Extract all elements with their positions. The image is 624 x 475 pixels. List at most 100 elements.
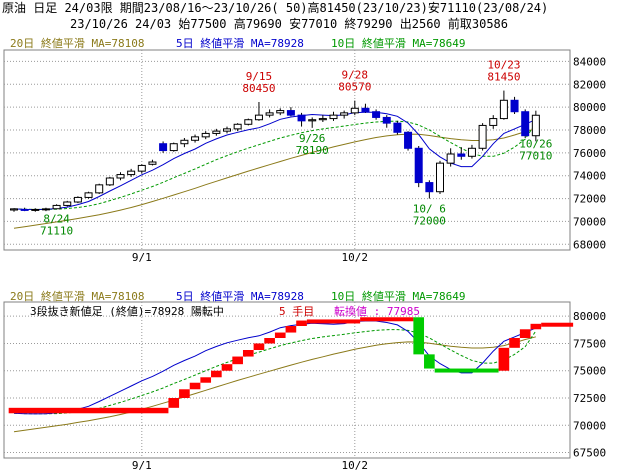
header-line-ohlc: 23/10/26 24/03 始77500 高79690 安77010 終792… [70,17,509,31]
candle-body [361,107,370,113]
brick-up [211,370,222,378]
candle-body [137,164,146,172]
break-panel-y-tick-label: 70000 [573,419,606,432]
price-panel-y-tick-label: 74000 [573,170,606,183]
candle-body [41,208,50,211]
ma20-line-lower [13,336,537,433]
brick-up [360,317,414,322]
candle-body [20,208,29,211]
break-panel-y-tick-label: 77500 [573,337,606,350]
legend-ma5: 5日 終値平滑 MA=78928 [176,36,304,50]
brick-up [168,398,180,408]
candle-body [10,208,18,211]
price-panel-x-tick-label: 9/1 [132,251,152,264]
brick-down [434,368,499,373]
candle-body [95,184,104,194]
candle-body [180,139,189,145]
annotation-value: 81450 [487,71,520,84]
candle-body [233,123,242,130]
candle-body [31,208,40,211]
break-count: 5 手目 [279,304,314,318]
candle-body [244,119,253,125]
brick-up [232,356,243,365]
price-panel-y-tick-label: 78000 [573,124,606,137]
candle-body [489,118,498,126]
annotation-date: 8/24 [43,213,70,226]
price-panel-y-tick-label: 84000 [573,55,606,68]
candle-body [297,114,306,122]
annotation-value: 80450 [242,82,275,95]
candle-body [499,99,508,120]
header-line-period: 原油 日足 24/03限 期間23/08/16～23/10/26( 50)高81… [2,1,549,15]
break-panel-y-tick-label: 75000 [573,365,606,378]
break-info: 3段抜き新値足 (終値)=78928 陽転中 [30,304,224,318]
brick-up [8,407,169,414]
price-panel-x-tick-label: 10/2 [342,251,369,264]
break-panel-y-tick-label: 80000 [573,310,606,323]
annotation-value: 72000 [413,215,446,228]
legend2-ma5: 5日 終値平滑 MA=78928 [176,289,304,303]
brick-up [509,338,520,348]
candle-body [478,124,487,149]
brick-up [179,389,190,398]
annotation-value: 80570 [338,81,371,94]
candle-body [308,119,317,122]
break-panel-y-tick-label: 72500 [573,392,606,405]
break-panel-y-tick-label: 67500 [573,447,606,460]
annotation-date: 9/26 [299,132,326,145]
brick-up [221,364,233,371]
candle-body [159,143,168,152]
candle-body [73,196,82,203]
price-panel-y-tick-label: 70000 [573,215,606,228]
candle-body [148,161,157,165]
candle-body [84,192,93,198]
candle-body [223,128,231,132]
candle-body [404,131,413,149]
brick-up [253,343,265,350]
candle-body [467,147,476,157]
candle-body [372,111,381,118]
candle-body [63,201,72,206]
candle-body [436,162,444,193]
candle-body [414,147,423,184]
break-switch-value: 転換値 : 77985 [334,305,420,318]
candle-body [425,182,434,193]
candle-body [457,153,466,157]
legend2-ma20: 20日 終値平滑 MA=78108 [10,289,144,303]
legend-ma20: 20日 終値平滑 MA=78108 [10,36,144,50]
candle-body [265,112,274,116]
brick-up [200,377,212,383]
candle-body [127,170,136,176]
brick-up [519,329,531,338]
candle-body [318,118,327,121]
brick-up [274,332,286,338]
brick-up [306,319,361,324]
candle-body [393,122,402,133]
brick-up [264,338,275,344]
candle-body [286,110,295,116]
brick-up [498,347,510,371]
candle-body [350,107,359,114]
candle-body [116,174,125,179]
break-panel-x-tick-label: 9/1 [132,459,152,472]
brick-down [413,317,425,355]
ma20-line [13,128,537,229]
candle-body [340,112,349,116]
candle-body [531,114,540,137]
candle-body [521,111,530,137]
annotation-date: 10/ 6 [413,203,446,216]
candle-body [254,114,263,121]
candle-body [169,143,178,152]
candle-body [382,116,391,124]
price-panel-frame [3,49,571,251]
legend-ma10: 10日 終値平滑 MA=78649 [331,36,465,50]
brick-up [541,322,574,327]
annotation-date: 9/15 [246,70,273,83]
annotation-date: 10/23 [487,59,520,72]
candle-body [191,136,200,141]
candle-body [276,110,285,114]
annotation-value: 77010 [519,149,552,162]
candle-body [201,132,210,138]
price-panel-y-tick-label: 72000 [573,193,606,206]
